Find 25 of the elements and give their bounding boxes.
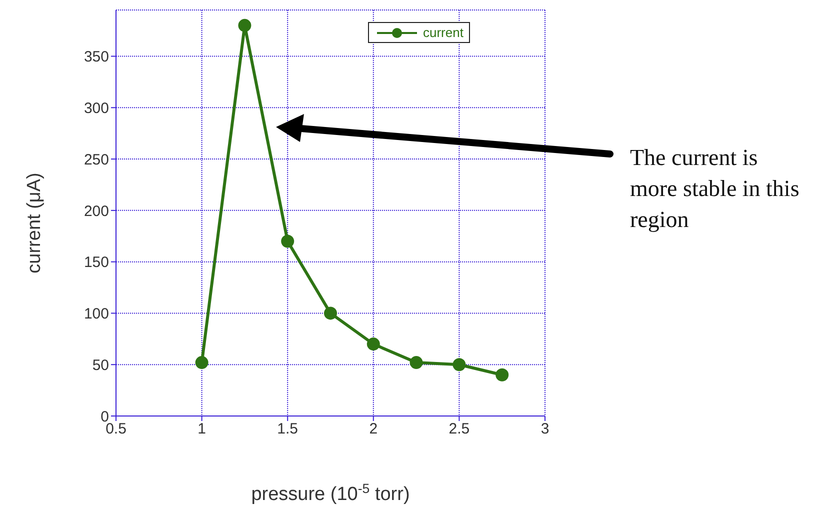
point <box>452 358 466 372</box>
y-tick-label: 300 <box>84 100 109 117</box>
x-tick-label: 2.5 <box>448 420 470 438</box>
point <box>410 356 423 370</box>
point <box>366 338 380 351</box>
legend-label: current <box>423 25 464 40</box>
text: The current is more stable in this region <box>630 144 800 234</box>
y-tick-label: 50 <box>92 356 109 374</box>
y-tick-label: 100 <box>84 306 109 323</box>
x-tick-label: 2 <box>369 420 378 438</box>
point <box>496 368 509 382</box>
y-tick-label: 200 <box>84 202 109 220</box>
y-axis-title: current (μA) <box>24 172 45 274</box>
point <box>238 18 252 32</box>
y-tick-label: 350 <box>84 48 109 66</box>
y-tick-label: 250 <box>84 151 109 168</box>
x-tick-label: 3 <box>540 420 550 438</box>
point <box>324 306 337 320</box>
point <box>281 234 294 248</box>
point <box>195 356 208 370</box>
x-axis-title: pressure (10$^{-5}$ torr) <box>251 480 410 505</box>
x-tick-label: 0.5 <box>106 420 126 438</box>
x-tick-label: 1 <box>198 420 206 438</box>
x-tick-label: 1.5 <box>277 420 298 438</box>
y-tick-label: 150 <box>84 254 109 272</box>
